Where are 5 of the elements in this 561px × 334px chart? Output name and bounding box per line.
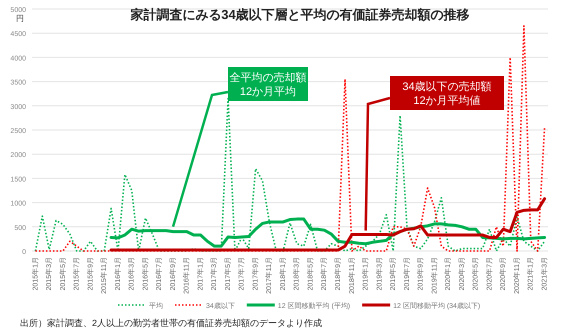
chart-title: 家計調査にみる34歳以下層と平均の有価証券売却額の推移 (129, 7, 470, 22)
text: 出所）家計調査、2人以上の勤労者世帯の有価証券売却額のデータより作成 (20, 318, 322, 328)
annotation: 34歳以下の売却額 12か月平均値 (402, 80, 492, 107)
y-axis-title: 円 (16, 14, 24, 23)
annotation: 全平均の売却額 12か月平均 (230, 71, 306, 98)
